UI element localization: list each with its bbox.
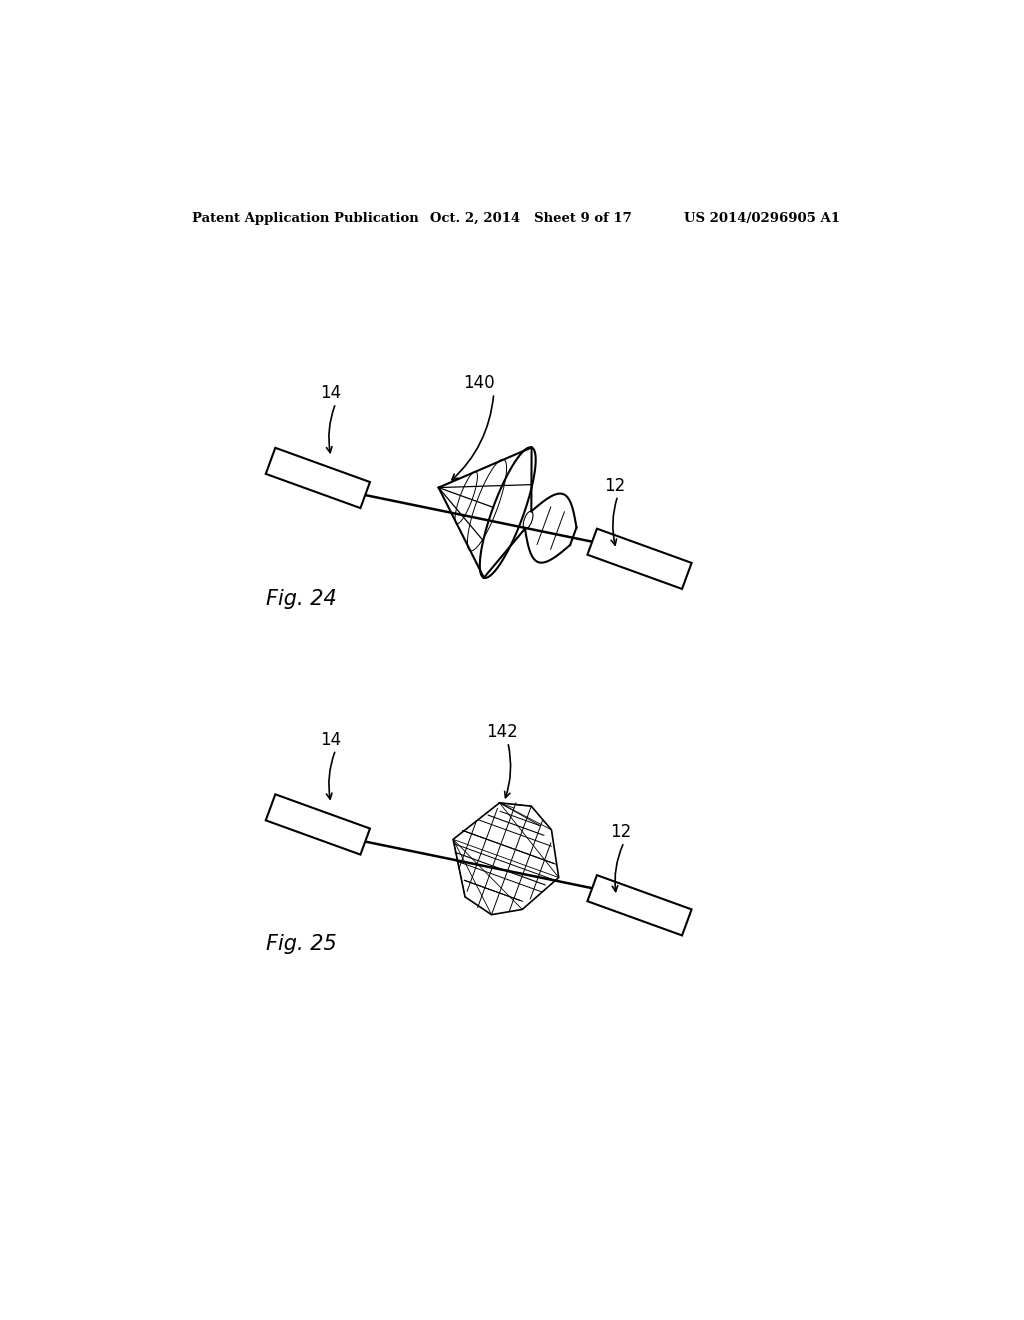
Polygon shape bbox=[588, 528, 691, 589]
Text: Fig. 25: Fig. 25 bbox=[266, 933, 337, 954]
Text: US 2014/0296905 A1: US 2014/0296905 A1 bbox=[684, 213, 841, 224]
Text: 142: 142 bbox=[486, 723, 518, 741]
Text: Oct. 2, 2014   Sheet 9 of 17: Oct. 2, 2014 Sheet 9 of 17 bbox=[430, 213, 632, 224]
Text: Patent Application Publication: Patent Application Publication bbox=[191, 213, 418, 224]
Text: Fig. 24: Fig. 24 bbox=[266, 589, 337, 609]
Polygon shape bbox=[266, 447, 370, 508]
Polygon shape bbox=[266, 795, 370, 854]
Text: 12: 12 bbox=[604, 477, 626, 495]
Text: 12: 12 bbox=[610, 824, 632, 841]
Text: 14: 14 bbox=[321, 384, 341, 403]
Polygon shape bbox=[588, 875, 691, 936]
Text: 140: 140 bbox=[463, 375, 495, 392]
Text: 14: 14 bbox=[321, 731, 341, 748]
